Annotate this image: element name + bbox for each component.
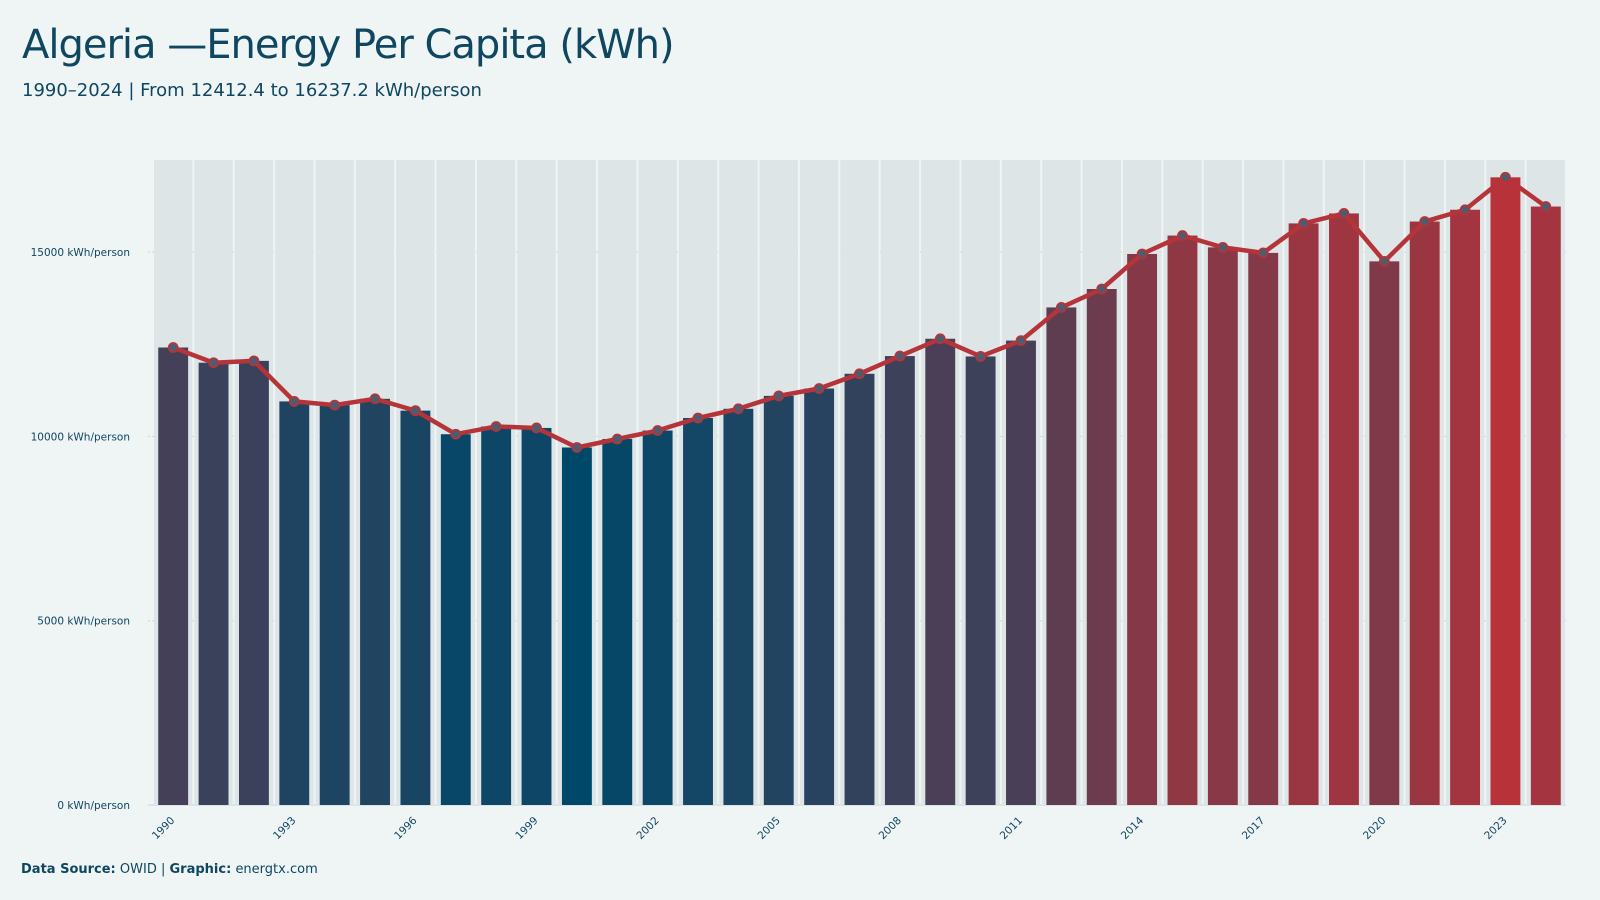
x-tick-label: 1999 (513, 815, 540, 842)
data-point (692, 412, 704, 424)
data-point (773, 390, 785, 402)
data-point (975, 351, 987, 362)
y-tick-label: 0 kWh/person (57, 800, 130, 812)
x-tick-label: 1990 (150, 815, 177, 842)
data-point (288, 396, 300, 407)
data-point (490, 421, 502, 432)
bar (844, 373, 875, 805)
chart-subtitle: 1990–2024 | From 12412.4 to 16237.2 kWh/… (22, 80, 482, 101)
data-point (611, 433, 623, 445)
data-point (369, 393, 381, 405)
bar (683, 418, 713, 805)
data-point (571, 442, 583, 453)
data-point (531, 422, 542, 434)
bar (1127, 253, 1158, 805)
data-point (652, 425, 664, 436)
data-point (1500, 171, 1511, 183)
y-tick-label: 15000 kWh/person (31, 247, 130, 259)
data-point (1217, 241, 1229, 253)
chart-title: Algeria —Energy Per Capita (kWh) (22, 22, 675, 68)
bar (965, 356, 996, 805)
source-label: Data Source: (21, 862, 116, 877)
data-point (1540, 201, 1552, 212)
bar (440, 434, 471, 805)
x-tick-label: 2011 (998, 815, 1025, 842)
y-tick-label: 10000 kWh/person (31, 431, 130, 443)
x-tick-label: 2014 (1119, 814, 1147, 842)
bars (154, 160, 1565, 806)
bar (602, 439, 633, 805)
bar (238, 360, 269, 805)
data-point (732, 403, 744, 415)
bar (481, 426, 512, 805)
bar (561, 447, 592, 805)
data-point (1136, 248, 1148, 260)
graphic-value: energtx.com (235, 862, 318, 877)
markers (167, 171, 1552, 453)
x-axis-ticks: 1990 1993 1996 1999 2002 2005 2008 2011 2014 2017… (150, 814, 1510, 842)
data-point (1055, 302, 1067, 313)
bar (521, 427, 552, 805)
bar (158, 347, 189, 805)
bar (1086, 289, 1117, 805)
y-tick-label: 5000 kWh/person (37, 616, 130, 628)
bar (804, 388, 835, 805)
data-point (1177, 230, 1188, 241)
bar (1046, 307, 1077, 805)
bar (1450, 209, 1481, 805)
bar (400, 410, 431, 805)
source-value: OWID (119, 862, 157, 877)
data-point (1096, 283, 1108, 295)
x-tick-label: 2023 (1482, 815, 1509, 842)
bar (1288, 223, 1319, 805)
y-axis-ticks: 0 kWh/person 5000 kWh/person 10000 kWh/per… (31, 247, 130, 812)
data-point (813, 383, 825, 394)
bar (1167, 235, 1198, 806)
data-point (410, 405, 421, 417)
bar (198, 362, 229, 805)
bar (884, 356, 915, 805)
data-point (329, 399, 341, 411)
data-point (1419, 216, 1431, 227)
footer: Data Source: OWID | Graphic: energtx.com (21, 862, 318, 877)
bar (925, 338, 956, 805)
bar (279, 401, 310, 805)
bar (360, 398, 390, 805)
bar (1207, 247, 1238, 805)
x-tick-label: 1996 (392, 814, 420, 842)
x-tick-label: 2008 (877, 815, 904, 842)
x-tick-label: 2020 (1361, 815, 1388, 842)
graphic-label: Graphic: (169, 862, 232, 877)
data-point (208, 357, 219, 369)
data-point (854, 368, 865, 380)
bar (319, 405, 350, 805)
x-tick-label: 1993 (271, 815, 298, 842)
x-tick-label: 2002 (634, 815, 661, 842)
bar (1329, 213, 1359, 805)
bar (723, 408, 754, 805)
data-point (1015, 335, 1027, 347)
data-point (1378, 255, 1390, 267)
bar (1530, 206, 1561, 805)
x-tick-label: 2005 (755, 815, 782, 842)
data-point (1257, 247, 1269, 259)
bar (1006, 340, 1036, 805)
data-point (167, 342, 179, 353)
data-point (934, 333, 946, 345)
data-point (450, 428, 462, 440)
data-point (1338, 208, 1350, 219)
bar (1490, 177, 1521, 805)
footer-separator: | (160, 862, 166, 877)
data-point (1298, 217, 1309, 229)
bar (1409, 221, 1440, 806)
data-point (1459, 204, 1471, 216)
bar (642, 430, 673, 805)
x-tick-label: 2017 (1240, 815, 1267, 842)
data-point (894, 350, 906, 362)
bar (763, 395, 794, 805)
data-point (248, 355, 260, 367)
bar (1369, 261, 1400, 805)
bar (1248, 252, 1279, 805)
